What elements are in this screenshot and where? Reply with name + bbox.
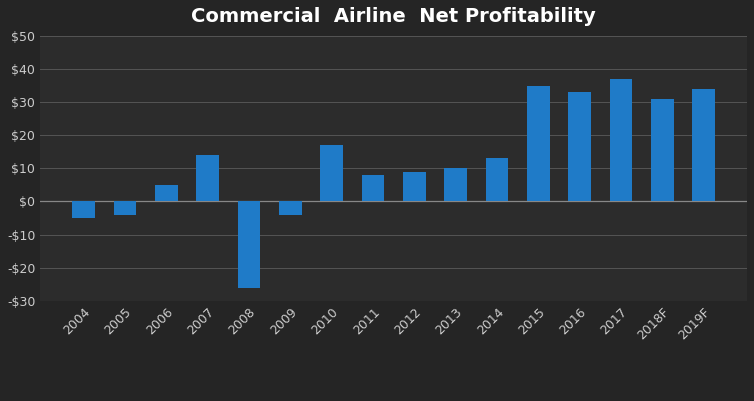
Bar — [238, 201, 260, 288]
Bar — [609, 79, 633, 201]
Bar — [72, 201, 95, 218]
Bar — [320, 145, 343, 201]
Bar — [403, 172, 426, 201]
Bar — [486, 158, 508, 201]
Bar — [362, 175, 385, 201]
Bar — [114, 201, 136, 215]
Bar — [196, 155, 219, 201]
Bar — [569, 92, 591, 201]
Title: Commercial  Airline  Net Profitability: Commercial Airline Net Profitability — [192, 7, 596, 26]
Bar — [155, 185, 178, 201]
Bar — [444, 168, 467, 201]
Bar — [692, 89, 715, 201]
Legend: Net profit ($bn): Net profit ($bn) — [328, 399, 459, 401]
Bar — [527, 85, 550, 201]
Bar — [651, 99, 673, 201]
Bar — [279, 201, 302, 215]
